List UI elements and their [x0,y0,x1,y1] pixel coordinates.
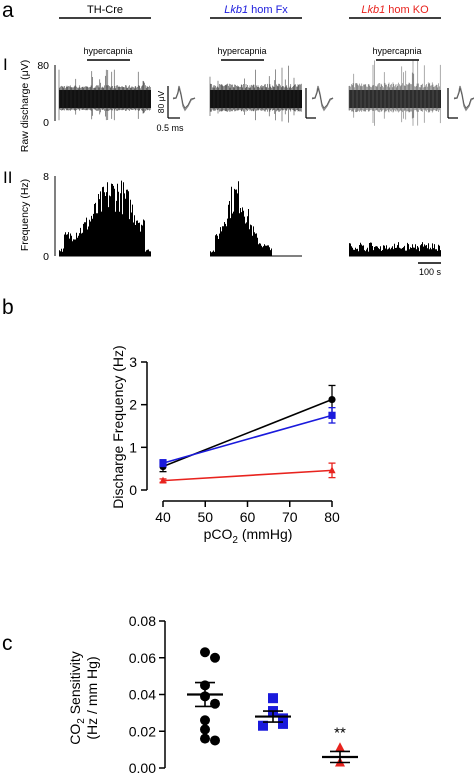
hypercapnia-label: hypercapnia [372,46,421,56]
frequency-ylabel: Frequency (Hz) [19,179,31,251]
time-scale-bar: 100 s [418,262,442,277]
chart-c-ytick-label: 0.08 [129,613,156,629]
chart-c-point [210,735,220,746]
raw-discharge-traces [58,60,441,126]
chart-c-point [278,713,288,724]
chart-c-ylabel: CO2 Sensitivity(Hz / mm Hg) [67,651,100,744]
trace-spikes [58,69,151,121]
histogram-bars [349,242,441,256]
hypercapnia-marker-3: hypercapnia [372,46,422,61]
chart-c-point [210,652,220,663]
panel-label-b: b [2,296,14,319]
chart-b-xtick-label: 70 [282,509,298,525]
chart-c-significance: ** [334,725,346,742]
chart-b-ylabel: Discharge Frequency (Hz) [110,345,126,508]
raw-discharge-ylabel: Raw discharge (μV) [19,60,31,152]
chart-b-point [328,395,336,404]
chart-c-point [200,733,210,744]
hypercapnia-marker-2: hypercapnia [217,46,267,61]
histogram-bars [59,180,151,256]
chart-b-series-line [162,469,333,482]
freq-tick-top: 8 [43,171,49,183]
panel-label-a: a [2,0,14,22]
chart-c-ytick-label: 0.02 [129,723,156,739]
histogram-bars [210,181,272,256]
group-title-lkb1-ko: Lkb1 hom KO [361,4,429,16]
chart-c-point [200,724,210,735]
chart-b-xtick-label: 80 [324,509,340,525]
chart-c: CO2 Sensitivity(Hz / mm Hg) 0.00 0.02 0.04… [67,613,358,776]
trace-spikes [348,60,441,126]
raw-tick-top: 80 [37,60,49,72]
chart-b-xlabel: pCO2 (mmHg) [204,526,293,546]
group-header-lkb1-fx: Lkb1 hom Fx [210,4,302,19]
group-header-th-cre: TH-Cre [59,4,151,19]
chart-c-point [200,647,210,658]
group-header-lkb1-ko: Lkb1 hom KO [349,4,441,19]
freq-tick-bottom: 0 [43,251,49,263]
spike-waveform-inset-1 [172,85,196,112]
chart-b-point [159,459,167,467]
chart-b-ytick-label: 0 [129,482,137,498]
chart-b-xtick-label: 50 [197,509,213,525]
chart-b-xtick-label: 40 [155,509,171,525]
chart-b-xtick-label: 60 [240,509,256,525]
time-scale-label: 100 s [419,267,442,277]
row-label-1: I [3,55,8,74]
chart-c-ytick-label: 0.04 [129,687,156,703]
chart-b-ytick-label: 2 [129,397,137,413]
chart-b-point [328,466,336,474]
spike-waveform-inset-3 [453,85,474,112]
chart-c-ytick-label: 0.00 [129,760,156,776]
chart-b-ytick-label: 1 [129,439,137,455]
chart-b-series-line [162,414,333,464]
voltage-scale-bar: 80 μV 0.5 ms [156,86,458,133]
chart-b-point [159,476,167,484]
chart-c-point [200,715,210,726]
panel-label-c: c [2,632,13,655]
group-title-lkb1-fx: Lkb1 hom Fx [224,4,288,16]
chart-b: Discharge Frequency (Hz) pCO2 (mmHg) 0 1 2… [110,345,340,546]
spike-time-scale-label: 0.5 ms [156,123,184,133]
frequency-histograms [59,180,441,257]
trace-spikes [209,65,302,123]
group-title-th-cre: TH-Cre [87,4,123,16]
chart-b-point [328,411,336,419]
hypercapnia-label: hypercapnia [217,46,266,56]
row-label-2: II [3,168,12,187]
chart-c-point [268,693,278,704]
raw-tick-bottom: 0 [43,117,49,129]
chart-c-point [335,742,345,752]
spike-waveform-inset-2 [311,85,334,112]
chart-c-ytick-label: 0.06 [129,650,156,666]
voltage-scale-label: 80 μV [156,90,166,113]
chart-c-point [258,720,268,731]
chart-b-ytick-label: 3 [129,354,137,370]
chart-c-point [278,718,288,729]
hypercapnia-marker-1: hypercapnia [83,46,133,61]
hypercapnia-label: hypercapnia [83,46,132,56]
